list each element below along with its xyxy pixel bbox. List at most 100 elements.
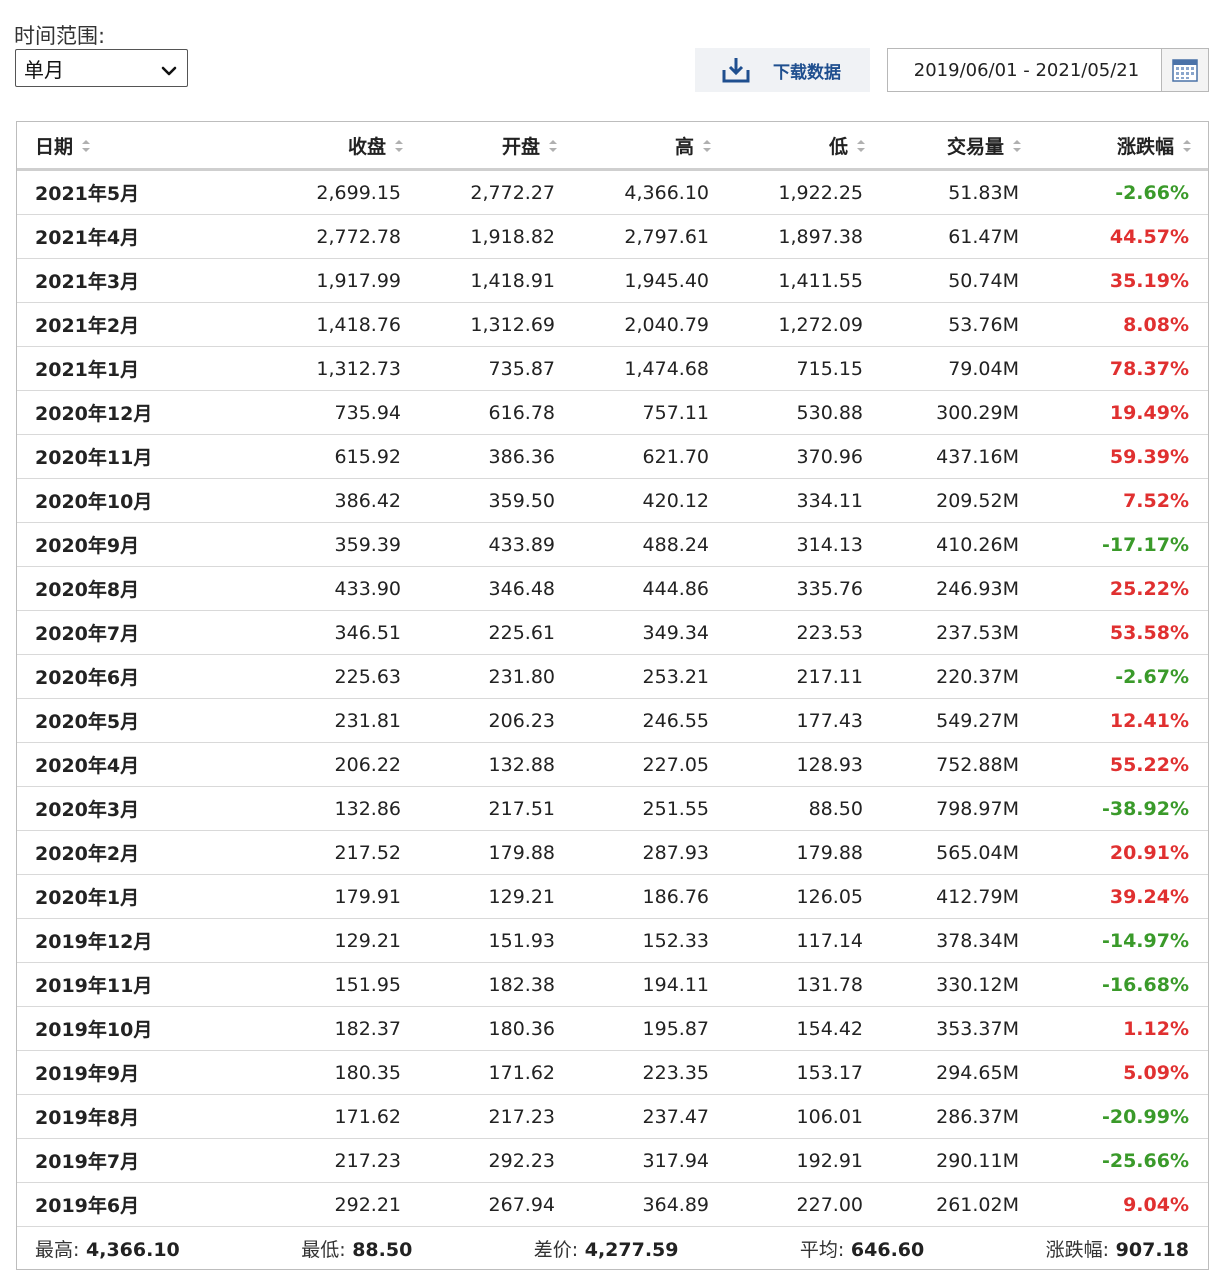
cell-close: 1,418.76 [190, 302, 420, 347]
cell-date: 2019年9月 [17, 1050, 190, 1095]
cell-volume: 261.02M [882, 1182, 1038, 1227]
date-range-picker[interactable]: 2019/06/01 - 2021/05/21 [887, 48, 1209, 92]
cell-date: 2021年1月 [17, 346, 190, 391]
column-header-label: 收盘 [347, 135, 386, 158]
cell-date: 2020年10月 [17, 478, 190, 523]
cell-date: 2019年6月 [17, 1182, 190, 1227]
cell-high: 194.11 [574, 962, 728, 1007]
cell-close: 2,772.78 [190, 214, 420, 259]
cell-low: 314.13 [728, 522, 882, 567]
cell-date: 2019年7月 [17, 1138, 190, 1183]
cell-date: 2021年2月 [17, 302, 190, 347]
sort-icon[interactable] [856, 137, 866, 153]
cell-change: 53.58% [1038, 610, 1208, 655]
cell-high: 251.55 [574, 786, 728, 831]
cell-open: 1,918.82 [420, 214, 574, 259]
cell-volume: 79.04M [882, 346, 1038, 391]
cell-date: 2019年12月 [17, 918, 190, 963]
cell-change: 19.49% [1038, 390, 1208, 435]
table-row: 2020年2月 217.52 179.88 287.93 179.88 565.04M 20… [17, 830, 1208, 875]
cell-change: 20.91% [1038, 830, 1208, 875]
sort-icon[interactable] [1012, 137, 1022, 153]
column-header-low[interactable]: 低 [728, 122, 882, 171]
cell-open: 1,312.69 [420, 302, 574, 347]
column-header-label: 低 [828, 135, 848, 158]
cell-close: 615.92 [190, 434, 420, 479]
cell-low: 177.43 [728, 698, 882, 743]
column-header-date[interactable]: 日期 [17, 122, 190, 171]
cell-low: 227.00 [728, 1182, 882, 1227]
summary-label: 平均: [799, 1238, 845, 1261]
cell-date: 2020年7月 [17, 610, 190, 655]
column-header-label: 交易量 [946, 135, 1004, 158]
cell-close: 2,699.15 [190, 169, 420, 215]
cell-low: 1,922.25 [728, 169, 882, 215]
cell-low: 128.93 [728, 742, 882, 787]
cell-volume: 290.11M [882, 1138, 1038, 1183]
history-table: 日期 收盘 开盘 高 低 交易量 涨跌幅 2021年5月 2,699.15 2,772.27 4,… [17, 122, 1208, 1227]
cell-close: 206.22 [190, 742, 420, 787]
sort-icon[interactable] [81, 137, 91, 153]
cell-open: 359.50 [420, 478, 574, 523]
cell-open: 182.38 [420, 962, 574, 1007]
summary-item: 差价: 4,277.59 [534, 1235, 679, 1262]
summary-label: 最高: [35, 1238, 80, 1261]
download-icon [721, 56, 751, 84]
cell-date: 2021年3月 [17, 258, 190, 303]
cell-change: 8.08% [1038, 302, 1208, 347]
cell-volume: 752.88M [882, 742, 1038, 787]
download-data-button[interactable]: 下载数据 [695, 48, 870, 92]
cell-date: 2020年4月 [17, 742, 190, 787]
cell-volume: 798.97M [882, 786, 1038, 831]
cell-change: 5.09% [1038, 1050, 1208, 1095]
cell-volume: 437.16M [882, 434, 1038, 479]
calendar-button[interactable] [1161, 49, 1208, 91]
cell-high: 1,945.40 [574, 258, 728, 303]
column-header-change[interactable]: 涨跌幅 [1038, 122, 1208, 171]
date-range-text[interactable]: 2019/06/01 - 2021/05/21 [913, 59, 1140, 81]
table-row: 2021年3月 1,917.99 1,418.91 1,945.40 1,411.55 5… [17, 258, 1208, 303]
table-row: 2019年11月 151.95 182.38 194.11 131.78 330.12M -… [17, 962, 1208, 1007]
cell-low: 192.91 [728, 1138, 882, 1183]
column-header-close[interactable]: 收盘 [190, 122, 420, 171]
cell-low: 88.50 [728, 786, 882, 831]
table-header-row: 日期 收盘 开盘 高 低 交易量 涨跌幅 [17, 122, 1208, 171]
cell-high: 621.70 [574, 434, 728, 479]
cell-open: 225.61 [420, 610, 574, 655]
cell-date: 2020年8月 [17, 566, 190, 611]
table-row: 2020年1月 179.91 129.21 186.76 126.05 412.79M 39… [17, 874, 1208, 919]
sort-icon[interactable] [548, 137, 558, 153]
cell-low: 530.88 [728, 390, 882, 435]
sort-icon[interactable] [1182, 137, 1192, 153]
summary-value: 4,366.10 [79, 1238, 180, 1261]
summary-item: 最高: 4,366.10 [35, 1235, 180, 1262]
cell-low: 1,897.38 [728, 214, 882, 259]
cell-open: 1,418.91 [420, 258, 574, 303]
sort-icon[interactable] [394, 137, 404, 153]
cell-date: 2020年12月 [17, 390, 190, 435]
cell-change: 25.22% [1038, 566, 1208, 611]
sort-icon[interactable] [702, 137, 712, 153]
cell-open: 433.89 [420, 522, 574, 567]
cell-open: 132.88 [420, 742, 574, 787]
cell-close: 346.51 [190, 610, 420, 655]
column-header-volume[interactable]: 交易量 [882, 122, 1038, 171]
cell-high: 195.87 [574, 1006, 728, 1051]
time-range-select[interactable]: 单月 [15, 49, 188, 87]
cell-open: 180.36 [420, 1006, 574, 1051]
cell-volume: 246.93M [882, 566, 1038, 611]
column-header-open[interactable]: 开盘 [420, 122, 574, 171]
column-header-high[interactable]: 高 [574, 122, 728, 171]
cell-close: 386.42 [190, 478, 420, 523]
cell-open: 171.62 [420, 1050, 574, 1095]
table-row: 2020年4月 206.22 132.88 227.05 128.93 752.88M 55… [17, 742, 1208, 787]
cell-low: 370.96 [728, 434, 882, 479]
cell-high: 757.11 [574, 390, 728, 435]
table-row: 2020年7月 346.51 225.61 349.34 223.53 237.53M 53… [17, 610, 1208, 655]
table-row: 2020年9月 359.39 433.89 488.24 314.13 410.26M -1… [17, 522, 1208, 567]
cell-low: 117.14 [728, 918, 882, 963]
table-row: 2020年11月 615.92 386.36 621.70 370.96 437.16M 5… [17, 434, 1208, 479]
cell-low: 153.17 [728, 1050, 882, 1095]
cell-open: 267.94 [420, 1182, 574, 1227]
cell-close: 129.21 [190, 918, 420, 963]
